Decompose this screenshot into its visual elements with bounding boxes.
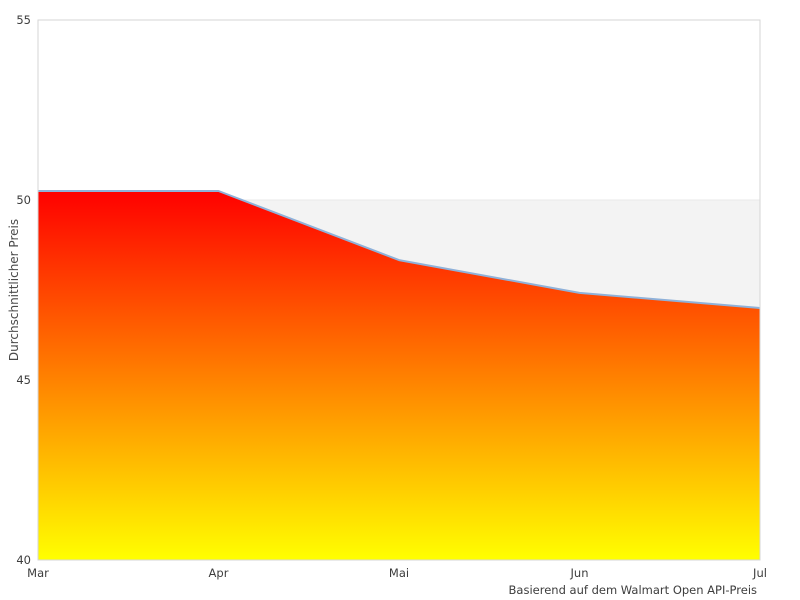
y-tick-label: 50: [16, 193, 31, 207]
chart-caption: Basierend auf dem Walmart Open API-Preis: [509, 583, 757, 597]
y-axis-title: Durchschnittlicher Preis: [7, 219, 21, 361]
x-tick-label: Jun: [570, 566, 589, 580]
y-tick-label: 55: [16, 13, 31, 27]
x-tick-label: Mar: [27, 566, 49, 580]
price-series-area-fill: [38, 191, 760, 560]
plot-border: [37, 19, 761, 561]
x-tick-label: Apr: [209, 566, 229, 580]
x-tick-label: Mai: [389, 566, 409, 580]
price-series-line: [38, 190, 761, 309]
y-tick-label: 40: [16, 553, 31, 567]
x-tick-label: Jul: [752, 566, 767, 580]
x-axis-tick-labels: Mar Apr Mai Jun Jul: [27, 566, 767, 580]
y-axis-tick-labels: 55 50 45 40: [16, 13, 31, 567]
y-tick-label: 45: [16, 373, 31, 387]
